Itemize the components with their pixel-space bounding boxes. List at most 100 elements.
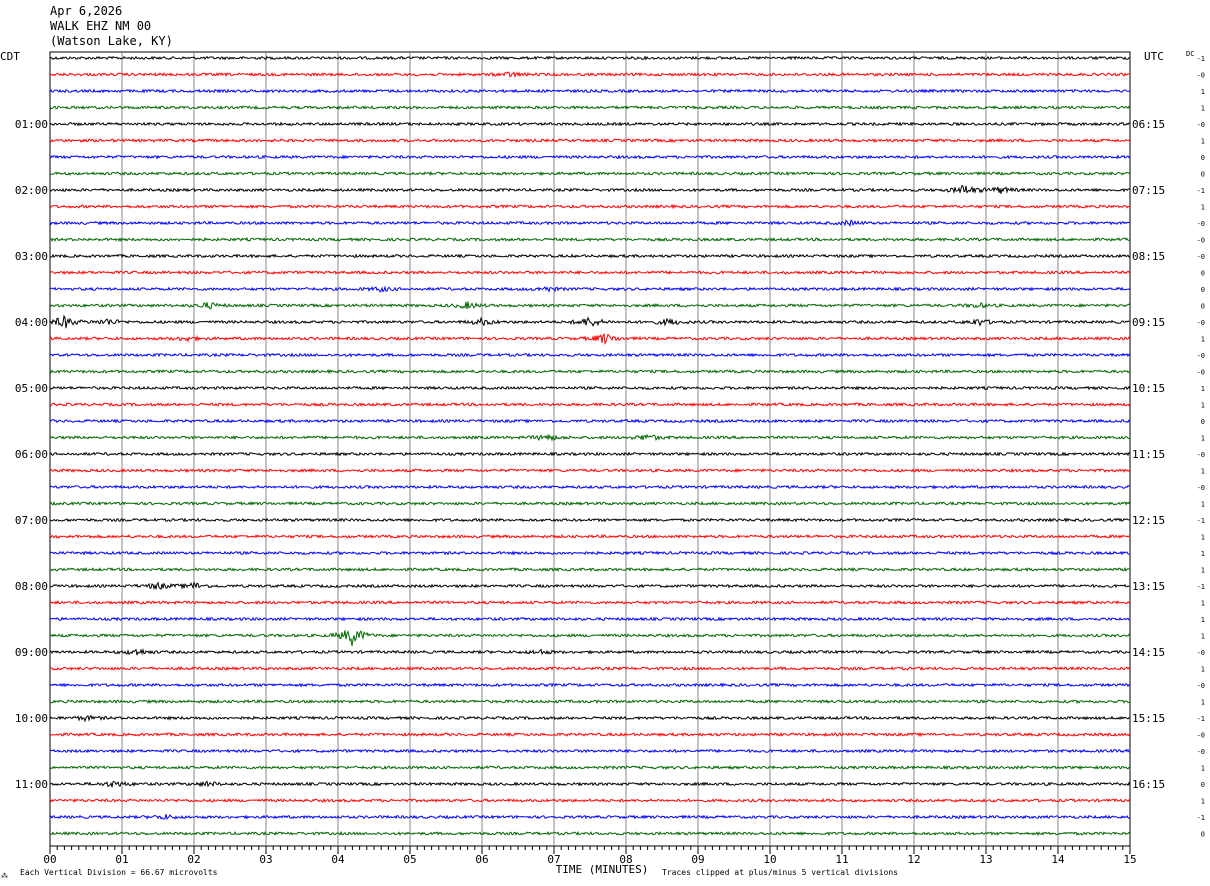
seismic-trace [50, 253, 1131, 259]
x-tick-label: 00 [43, 853, 56, 866]
dc-offset-value: -0 [1197, 484, 1205, 492]
left-timezone-label: CDT [0, 50, 20, 63]
dc-offset-value: 0 [1201, 171, 1205, 179]
seismic-trace [49, 765, 1131, 771]
seismic-trace [49, 314, 1131, 329]
x-tick-label: 08 [619, 853, 632, 866]
dc-offset-value: 1 [1201, 204, 1205, 212]
seismic-trace [49, 533, 1131, 539]
seismic-trace [49, 418, 1131, 424]
dc-offset-value: 1 [1201, 798, 1205, 806]
dc-offset-value: 1 [1201, 385, 1205, 393]
left-time-label: 04:00 [15, 316, 48, 329]
x-tick-label: 15 [1123, 853, 1136, 866]
dc-offset-value: 1 [1201, 105, 1205, 113]
x-tick-label: 05 [403, 853, 416, 866]
dc-offset-value: 1 [1201, 501, 1205, 509]
dc-offset-value: -0 [1197, 319, 1205, 327]
dc-label: DC [1186, 50, 1194, 58]
right-time-label: 13:15 [1132, 580, 1165, 593]
dc-offset-value: 1 [1201, 666, 1205, 674]
dc-offset-value: -0 [1197, 369, 1205, 377]
seismic-trace [49, 219, 1131, 228]
x-tick-label: 01 [115, 853, 128, 866]
dc-offset-value: 1 [1201, 138, 1205, 146]
seismic-trace [49, 600, 1131, 605]
seismic-trace [49, 731, 1131, 738]
seismic-trace [49, 433, 1131, 442]
dc-offset-value: 1 [1201, 402, 1205, 410]
dc-offset-value: -0 [1197, 748, 1205, 756]
seismic-trace [49, 71, 1131, 79]
seismic-trace [49, 104, 1131, 110]
dc-offset-value: 1 [1201, 468, 1205, 476]
seismic-trace [49, 566, 1131, 573]
seismic-trace [49, 698, 1131, 705]
dc-offset-value: 1 [1201, 616, 1205, 624]
dc-offset-value: -1 [1197, 187, 1205, 195]
left-time-label: 07:00 [15, 514, 48, 527]
seismic-trace [49, 203, 1131, 210]
header-station: WALK EHZ NM 00 [50, 19, 152, 33]
dc-offset-value: 0 [1201, 286, 1205, 294]
seismic-trace [49, 630, 1131, 647]
x-tick-label: 06 [475, 853, 488, 866]
seismic-trace [49, 682, 1131, 688]
dc-offset-value: -0 [1197, 220, 1205, 228]
dc-offset-value: -0 [1197, 682, 1205, 690]
dc-offset-value: -0 [1197, 237, 1205, 245]
seismic-trace [49, 814, 1131, 821]
x-tick-label: 11 [835, 853, 848, 866]
plot-frame [49, 51, 1131, 847]
left-time-label: 01:00 [15, 118, 48, 131]
seismic-trace [49, 170, 1131, 177]
right-time-label: 08:15 [1132, 250, 1165, 263]
dc-offset-value: 0 [1201, 303, 1205, 311]
scale-note: Each Vertical Division = 66.67 microvolt… [20, 868, 218, 877]
right-time-label: 06:15 [1132, 118, 1165, 131]
seismic-trace [49, 138, 1131, 143]
seismic-trace [49, 797, 1131, 803]
clip-note: Traces clipped at plus/minus 5 vertical … [662, 868, 898, 877]
seismic-trace [49, 648, 1131, 656]
dc-offset-value: 1 [1201, 534, 1205, 542]
x-tick-label: 10 [763, 853, 776, 866]
x-tick-label: 07 [547, 853, 560, 866]
left-time-label: 05:00 [15, 382, 48, 395]
seismic-trace [49, 55, 1131, 61]
header-date: Apr 6,2026 [50, 4, 123, 18]
dc-offset-value: -0 [1197, 72, 1205, 80]
dc-offset-value: -1 [1197, 583, 1205, 591]
dc-offset-value: -1 [1197, 517, 1205, 525]
right-time-label: 16:15 [1132, 778, 1165, 791]
dc-offset-value: -0 [1197, 451, 1205, 459]
seismic-trace [49, 616, 1131, 622]
seismic-trace [49, 714, 1131, 723]
x-axis-title: TIME (MINUTES) [556, 863, 649, 876]
x-tick-label: 14 [1051, 853, 1065, 866]
dc-offset-value: 0 [1201, 154, 1205, 162]
right-time-label: 14:15 [1132, 646, 1165, 659]
left-time-label: 10:00 [15, 712, 48, 725]
seismic-trace [49, 385, 1131, 391]
right-time-label: 12:15 [1132, 514, 1165, 527]
seismic-trace [49, 285, 1131, 293]
seismic-trace [49, 368, 1131, 375]
dc-offset-value: -0 [1197, 121, 1205, 129]
right-time-label: 15:15 [1132, 712, 1165, 725]
seismic-trace [49, 500, 1131, 506]
seismic-trace [49, 748, 1131, 754]
seismic-trace [49, 236, 1131, 243]
dc-offset-value: -1 [1197, 55, 1205, 63]
seismic-trace [49, 550, 1130, 556]
dc-offset-value: 0 [1201, 418, 1205, 426]
seismic-trace [49, 270, 1131, 275]
x-tick-label: 04 [331, 853, 345, 866]
dc-offset-value: 0 [1201, 781, 1205, 789]
dc-offset-value: 1 [1201, 633, 1205, 641]
x-tick-label: 02 [187, 853, 200, 866]
seismic-trace [49, 451, 1131, 457]
dc-offset-value: -1 [1197, 715, 1205, 723]
dc-offset-value: 1 [1201, 336, 1205, 344]
